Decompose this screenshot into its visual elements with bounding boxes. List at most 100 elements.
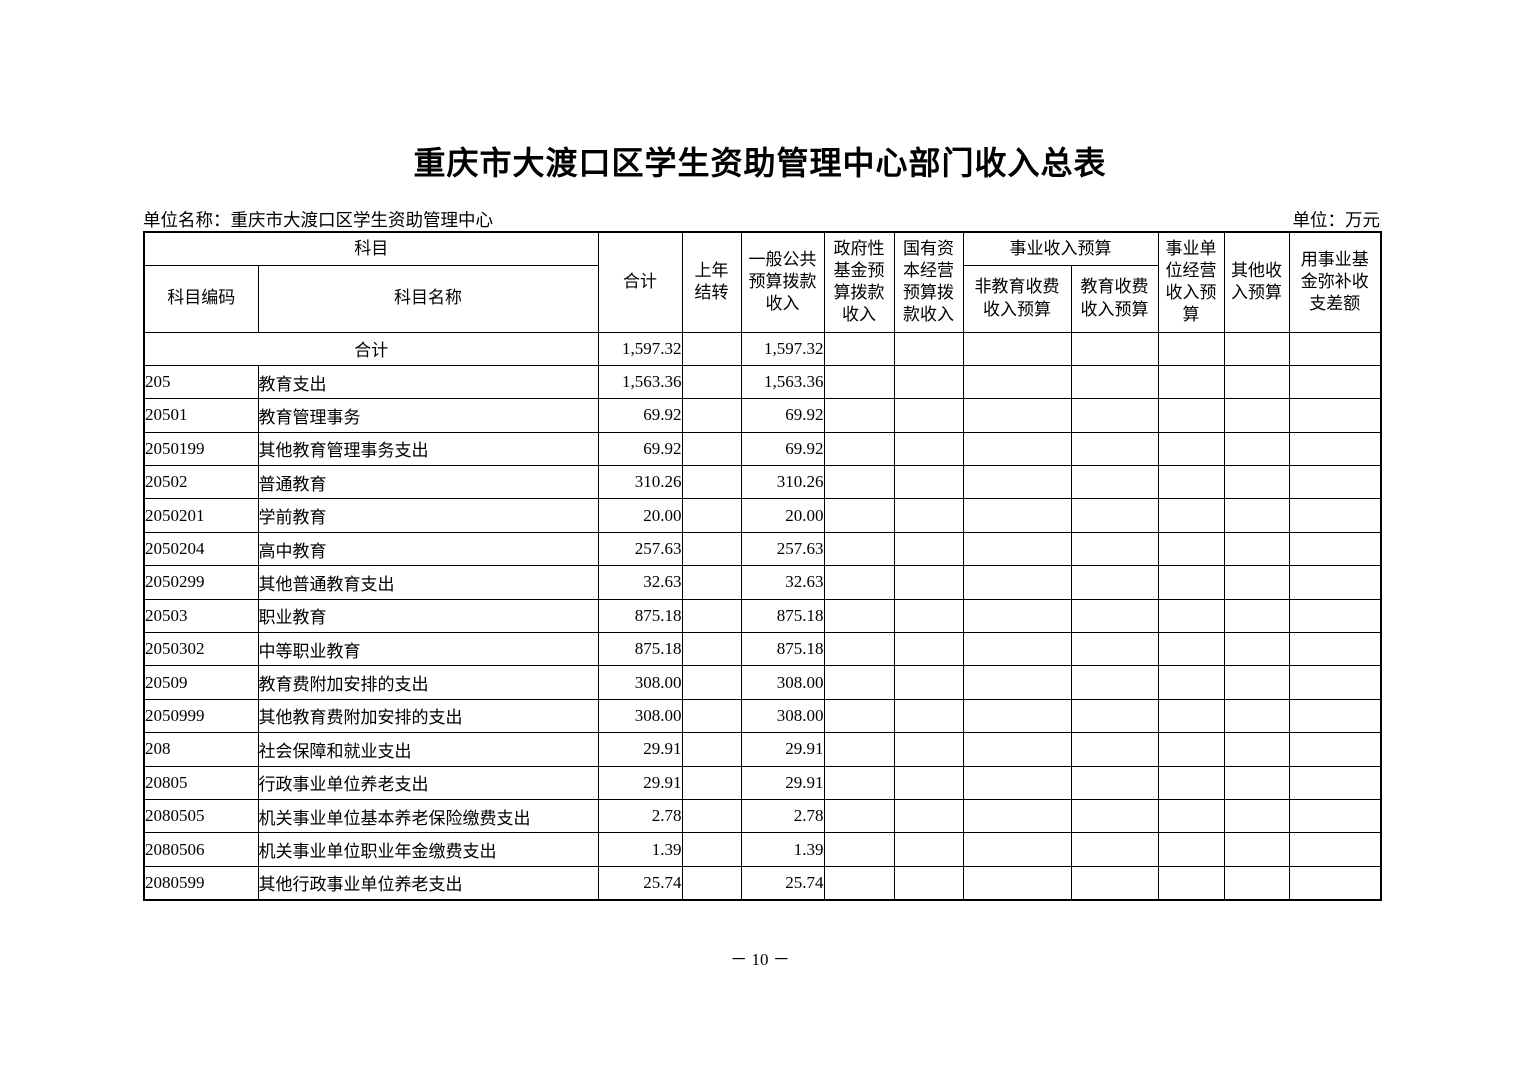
gov-fund-cell: [823, 465, 895, 500]
total-cell: 310.26: [597, 465, 683, 500]
general-public-cell: 257.63: [740, 531, 825, 567]
general-public-cell: 1,597.32: [740, 331, 825, 366]
table-row: 2050199 其他教育管理事务支出 69.92 69.92: [143, 431, 1382, 467]
subject-name-cell: 行政事业单位养老支出: [257, 765, 599, 800]
table-row: 20501 教育管理事务 69.92 69.92: [143, 398, 1382, 433]
edu-fee-cell: [1070, 765, 1159, 800]
table-row: 2050204 高中教育 257.63 257.63: [143, 531, 1382, 567]
state-capital-cell: [893, 565, 964, 600]
state-capital-cell: [893, 398, 964, 433]
col-header-state-capital: 国有资 本经营 预算拨 款收入: [893, 231, 964, 333]
fund-balance-cell: [1288, 798, 1382, 834]
edu-fee-cell: [1070, 331, 1159, 366]
carryover-cell: [681, 765, 742, 800]
col-header-general-public: 一般公共 预算拨款 收入: [740, 231, 825, 333]
general-public-cell: 69.92: [740, 398, 825, 433]
total-cell: 2.78: [597, 798, 683, 834]
carryover-cell: [681, 465, 742, 500]
business-operating-cell: [1157, 865, 1225, 901]
edu-fee-cell: [1070, 632, 1159, 667]
subject-code-cell: 205: [143, 364, 259, 400]
carryover-cell: [681, 598, 742, 634]
table-row: 合计 1,597.32 1,597.32: [143, 331, 1382, 366]
other-income-cell: [1223, 732, 1290, 767]
fund-balance-cell: [1288, 431, 1382, 467]
subject-code-cell: 2050201: [143, 498, 259, 533]
header-row-2: 科目编码 科目名称 非教育收费 收入预算 教育收费 收入预算: [143, 264, 1381, 333]
business-operating-cell: [1157, 765, 1225, 800]
subject-name-cell: 中等职业教育: [257, 632, 599, 667]
carryover-cell: [681, 798, 742, 834]
subject-code-cell: 2050299: [143, 565, 259, 600]
table-row: 20502 普通教育 310.26 310.26: [143, 465, 1382, 500]
col-header-total: 合计: [597, 231, 683, 333]
subject-total-label: 合计: [143, 331, 599, 366]
business-operating-cell: [1157, 364, 1225, 400]
header-row-1: 科目 合计 上年 结转 一般公共 预算拨款 收入 政府性 基金预 算拨款 收入 …: [143, 231, 1382, 333]
other-income-cell: [1223, 865, 1290, 901]
state-capital-cell: [893, 331, 964, 366]
other-income-cell: [1223, 665, 1290, 700]
unit-name-label: 单位名称：重庆市大渡口区学生资助管理中心: [143, 210, 493, 230]
total-cell: 25.74: [597, 865, 683, 901]
table-row: 205 教育支出 1,563.36 1,563.36: [143, 364, 1382, 400]
edu-fee-cell: [1070, 798, 1159, 834]
edu-fee-cell: [1070, 732, 1159, 767]
carryover-cell: [681, 832, 742, 867]
col-header-subject: 科目: [143, 231, 599, 266]
subject-name-cell: 机关事业单位基本养老保险缴费支出: [257, 798, 599, 834]
edu-fee-cell: [1070, 665, 1159, 700]
edu-fee-cell: [1070, 865, 1159, 901]
gov-fund-cell: [823, 498, 895, 533]
state-capital-cell: [893, 431, 964, 467]
business-operating-cell: [1157, 632, 1225, 667]
total-cell: 875.18: [597, 632, 683, 667]
table-row: 2050999 其他教育费附加安排的支出 308.00 308.00: [143, 698, 1382, 734]
subject-name-cell: 其他行政事业单位养老支出: [257, 865, 599, 901]
total-cell: 308.00: [597, 698, 683, 734]
other-income-cell: [1223, 798, 1290, 834]
business-operating-cell: [1157, 798, 1225, 834]
other-income-cell: [1223, 431, 1290, 467]
business-operating-cell: [1157, 465, 1225, 500]
fund-balance-cell: [1288, 732, 1382, 767]
col-header-subject-code: 科目编码: [143, 264, 259, 333]
other-income-cell: [1223, 832, 1290, 867]
state-capital-cell: [893, 632, 964, 667]
business-operating-cell: [1157, 832, 1225, 867]
carryover-cell: [681, 331, 742, 366]
business-operating-cell: [1157, 531, 1225, 567]
fund-balance-cell: [1288, 765, 1382, 800]
general-public-cell: 875.18: [740, 632, 825, 667]
table-row: 2050302 中等职业教育 875.18 875.18: [143, 632, 1382, 667]
non-edu-fee-cell: [962, 832, 1072, 867]
subject-code-cell: 2050204: [143, 531, 259, 567]
total-cell: 308.00: [597, 665, 683, 700]
edu-fee-cell: [1070, 598, 1159, 634]
business-operating-cell: [1157, 331, 1225, 366]
subject-code-cell: 20501: [143, 398, 259, 433]
subject-name-cell: 学前教育: [257, 498, 599, 533]
table-row: 20805 行政事业单位养老支出 29.91 29.91: [143, 765, 1382, 800]
other-income-cell: [1223, 765, 1290, 800]
state-capital-cell: [893, 465, 964, 500]
subject-code-cell: 20805: [143, 765, 259, 800]
total-cell: 1,597.32: [597, 331, 683, 366]
general-public-cell: 308.00: [740, 698, 825, 734]
total-cell: 1.39: [597, 832, 683, 867]
fund-balance-cell: [1288, 598, 1382, 634]
non-edu-fee-cell: [962, 465, 1072, 500]
income-summary-table: 科目 合计 上年 结转 一般公共 预算拨款 收入 政府性 基金预 算拨款 收入 …: [143, 231, 1382, 901]
non-edu-fee-cell: [962, 565, 1072, 600]
state-capital-cell: [893, 498, 964, 533]
subject-code-cell: 20502: [143, 465, 259, 500]
non-edu-fee-cell: [962, 798, 1072, 834]
gov-fund-cell: [823, 398, 895, 433]
subject-name-cell: 教育管理事务: [257, 398, 599, 433]
subject-name-cell: 职业教育: [257, 598, 599, 634]
table-row: 20509 教育费附加安排的支出 308.00 308.00: [143, 665, 1382, 700]
col-header-carryover: 上年 结转: [681, 231, 742, 333]
total-cell: 257.63: [597, 531, 683, 567]
business-operating-cell: [1157, 431, 1225, 467]
carryover-cell: [681, 531, 742, 567]
